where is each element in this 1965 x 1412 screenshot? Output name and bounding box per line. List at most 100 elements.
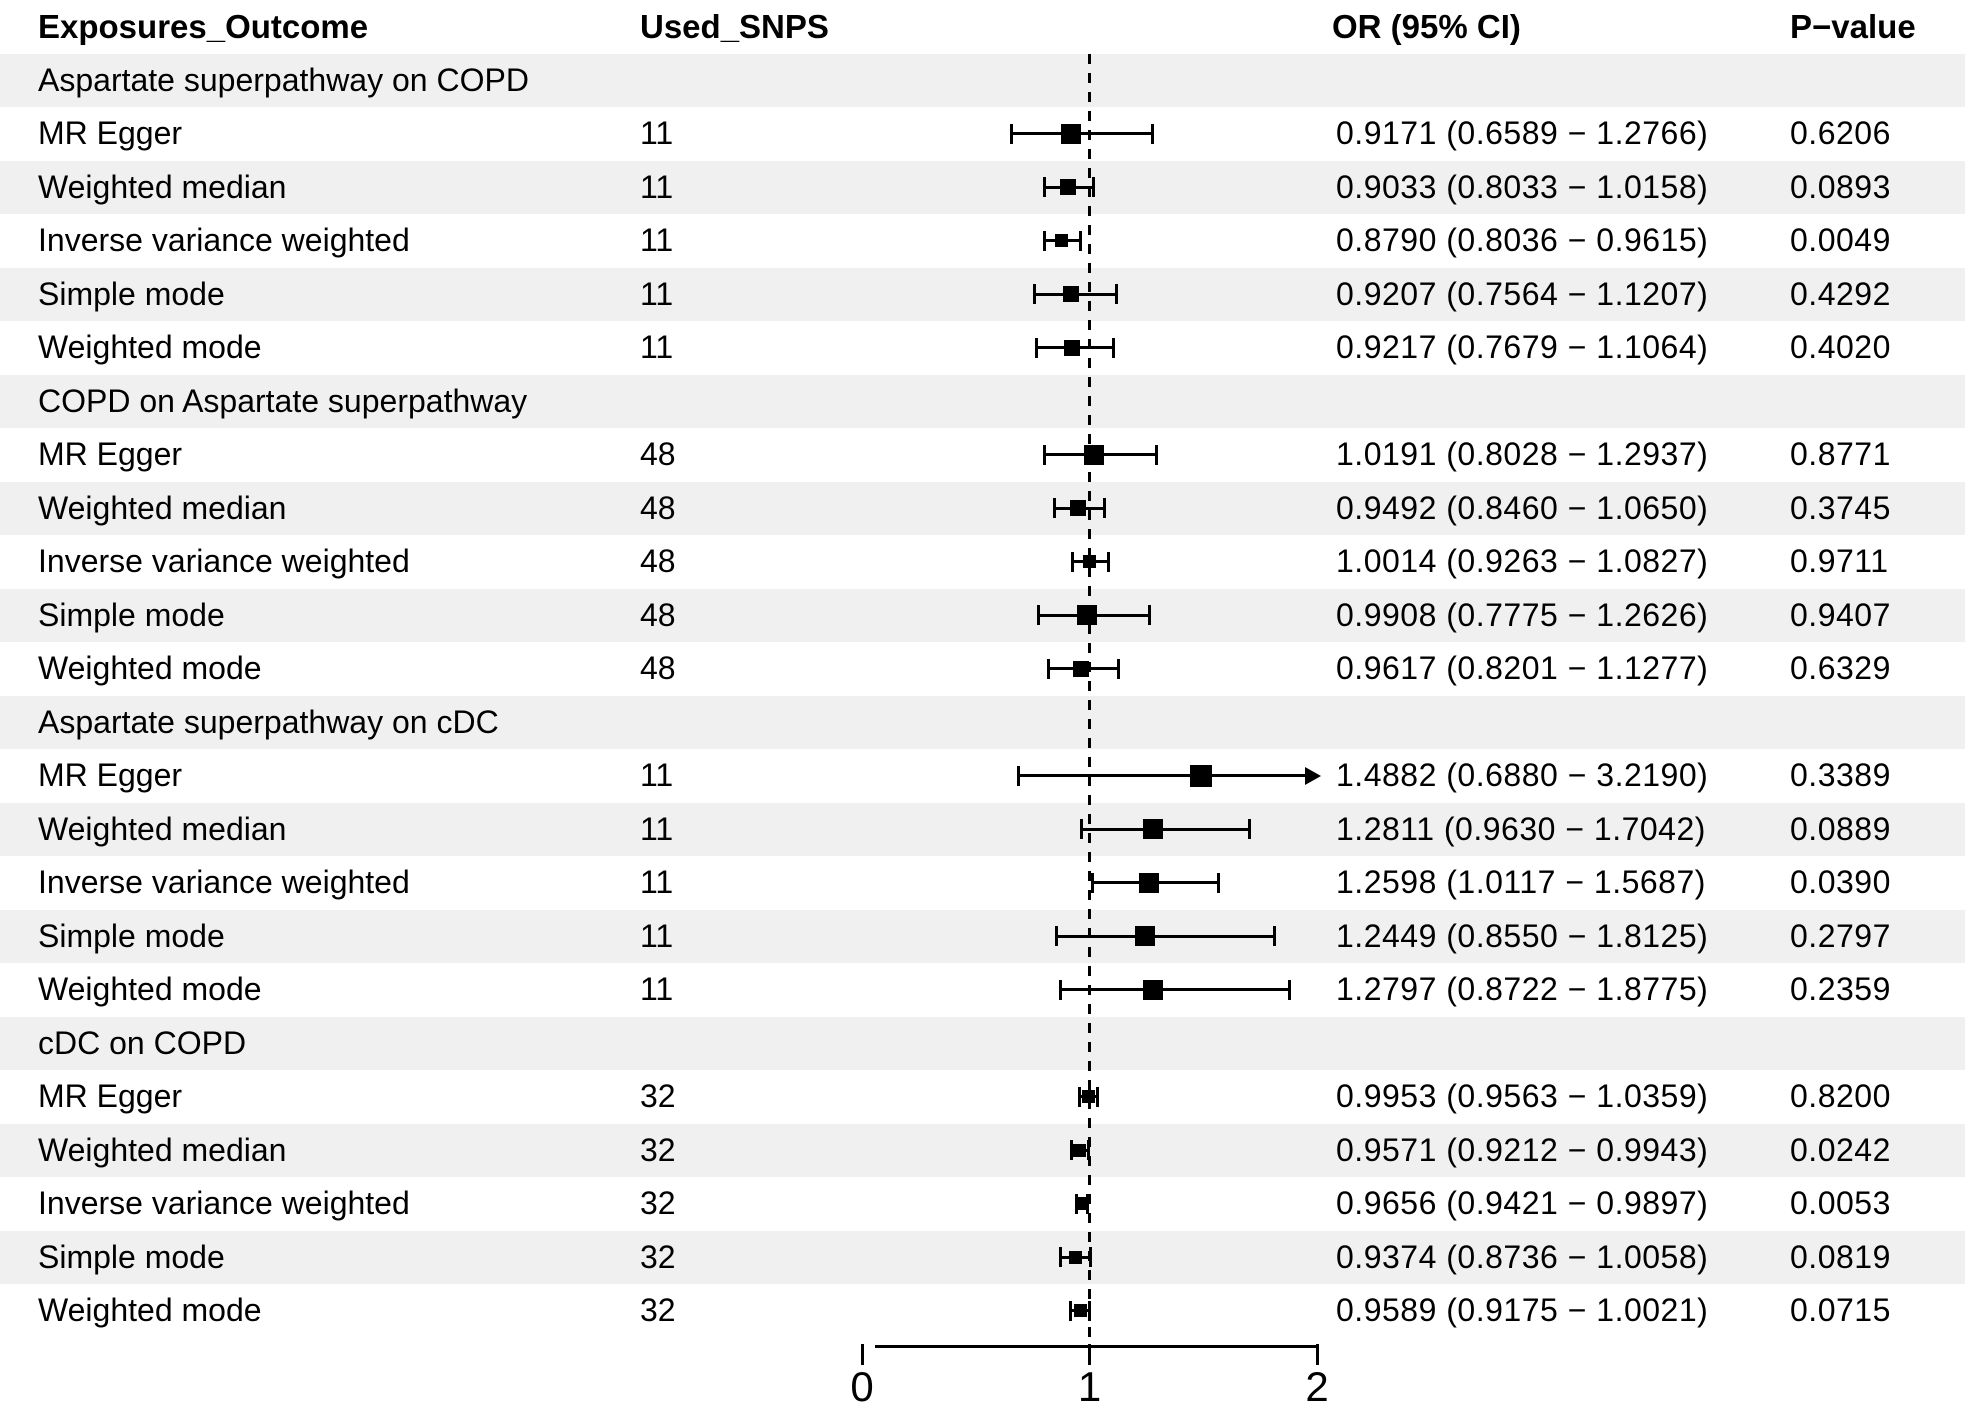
or-ci-value: 1.2811 (0.9630 − 1.7042) [1336,810,1706,847]
group-label: Aspartate superpathway on cDC [38,703,499,740]
table-row: Weighted median 32 0.9571 (0.9212 − 0.9943… [0,1123,1965,1177]
ci-cap-right [1147,605,1151,626]
method-label: Weighted mode [38,1292,262,1328]
snps-value: 11 [640,275,674,312]
group-header-row: COPD on Aspartate superpathway [0,374,1965,428]
or-ci-value: 0.8790 (0.8036 − 0.9615) [1336,222,1709,258]
snps-value: 32 [640,1185,676,1221]
ci-cap-right [1248,819,1252,840]
method-label: Inverse variance weighted [38,864,410,900]
p-value: 0.0049 [1790,222,1891,258]
point-estimate-marker [1063,339,1080,356]
or-ci-value: 1.2797 (0.8722 − 1.8775) [1336,971,1709,1007]
ci-clip-arrow-icon [1305,766,1321,785]
table-row: Simple mode 11 0.9207 (0.7564 − 1.1207) 0.4… [0,267,1965,321]
or-ci-value: 0.9589 (0.9175 − 1.0021) [1336,1292,1709,1328]
ci-line [1011,132,1153,136]
table-row: Inverse variance weighted 11 0.8790 (0.803… [0,214,1965,268]
column-header-or-ci: OR (95% CI) [1332,8,1521,45]
point-estimate-marker [1143,819,1164,840]
snps-value: 32 [640,1131,676,1168]
x-axis-tick [860,1344,864,1365]
or-ci-value: 0.9374 (0.8736 − 1.0058) [1336,1238,1709,1275]
p-value: 0.0893 [1790,168,1891,205]
snps-value: 48 [640,543,676,579]
p-value: 0.0053 [1790,1185,1891,1221]
method-label: MR Egger [38,436,183,472]
or-ci-value: 0.9171 (0.6589 − 1.2766) [1336,115,1709,151]
ci-cap-left [1035,337,1039,358]
column-header-row: Exposures_Outcome Used_SNPS OR (95% CI) … [0,0,1965,54]
ci-cap-left [1070,1140,1074,1161]
reference-line [1088,53,1091,1345]
table-row: Inverse variance weighted 48 1.0014 (0.926… [0,535,1965,589]
ci-cap-left [1043,177,1047,198]
ci-cap-right [1091,177,1095,198]
point-estimate-marker [1069,500,1086,517]
table-row: Weighted median 11 0.9033 (0.8033 − 1.0158… [0,160,1965,214]
group-header-row: cDC on COPD [0,1016,1965,1070]
ci-cap-left [1043,230,1047,251]
p-value: 0.0390 [1790,864,1891,900]
ci-line [1081,827,1250,831]
table-row: Weighted median 11 1.2811 (0.9630 − 1.7042… [0,802,1965,856]
or-ci-value: 0.9571 (0.9212 − 0.9943) [1336,1131,1709,1168]
method-label: Inverse variance weighted [38,543,410,579]
ci-cap-left [1071,551,1075,572]
snps-value: 11 [640,757,674,793]
method-label: Simple mode [38,596,225,633]
p-value: 0.3745 [1790,489,1891,526]
p-value: 0.6329 [1790,650,1891,686]
point-estimate-marker [1077,605,1098,626]
ci-cap-left [1043,444,1047,465]
method-label: MR Egger [38,1078,183,1114]
ci-cap-right [1272,926,1276,947]
snps-value: 11 [640,115,674,151]
point-estimate-marker [1068,1250,1082,1264]
p-value: 0.8771 [1790,436,1891,472]
point-estimate-marker [1075,1197,1089,1211]
table-row: MR Egger 11 1.4882 (0.6880 − 3.2190) 0.3389 [0,749,1965,803]
ci-cap-right [1117,658,1121,679]
ci-line [1060,988,1290,992]
ci-cap-right [1150,123,1154,144]
x-axis-tick-label: 0 [850,1363,874,1410]
x-axis-tick [1315,1344,1319,1365]
snps-value: 48 [640,489,676,526]
column-header-p-value: P−value [1790,8,1916,45]
ci-cap-right [1102,498,1106,519]
method-label: Simple mode [38,275,225,312]
x-axis-line [875,1345,1319,1348]
table-row: Inverse variance weighted 32 0.9656 (0.942… [0,1177,1965,1231]
p-value: 0.9711 [1790,543,1889,579]
table-row: Weighted median 48 0.9492 (0.8460 − 1.0650… [0,481,1965,535]
x-axis-tick-label: 2 [1305,1363,1329,1410]
group-label: cDC on COPD [38,1024,247,1061]
ci-cap-left [1010,123,1014,144]
snps-value: 11 [640,329,674,365]
point-estimate-marker [1055,234,1069,248]
or-ci-value: 0.9617 (0.8201 − 1.1277) [1336,650,1709,686]
column-header-used-snps: Used_SNPS [640,8,829,45]
p-value: 0.4020 [1790,329,1891,365]
ci-cap-left [1078,1086,1082,1107]
snps-value: 32 [640,1238,676,1275]
snps-value: 48 [640,436,676,472]
table-row: Inverse variance weighted 11 1.2598 (1.011… [0,856,1965,910]
p-value: 0.3389 [1790,757,1891,793]
method-label: Weighted mode [38,650,262,686]
ci-cap-right [1287,979,1291,1000]
column-header-exposures-outcome: Exposures_Outcome [38,8,369,45]
snps-value: 11 [640,864,674,900]
table-row: Weighted mode 32 0.9589 (0.9175 − 1.0021) 0… [0,1284,1965,1338]
ci-cap-right [1154,444,1158,465]
group-label: COPD on Aspartate superpathway [38,382,528,419]
snps-value: 11 [640,810,674,847]
table-row: MR Egger 48 1.0191 (0.8028 − 1.2937) 0.8771 [0,428,1965,482]
method-label: Inverse variance weighted [38,222,410,258]
ci-cap-left [1017,765,1021,786]
p-value: 0.0242 [1790,1131,1891,1168]
ci-cap-right [1106,551,1110,572]
method-label: Weighted mode [38,329,262,365]
